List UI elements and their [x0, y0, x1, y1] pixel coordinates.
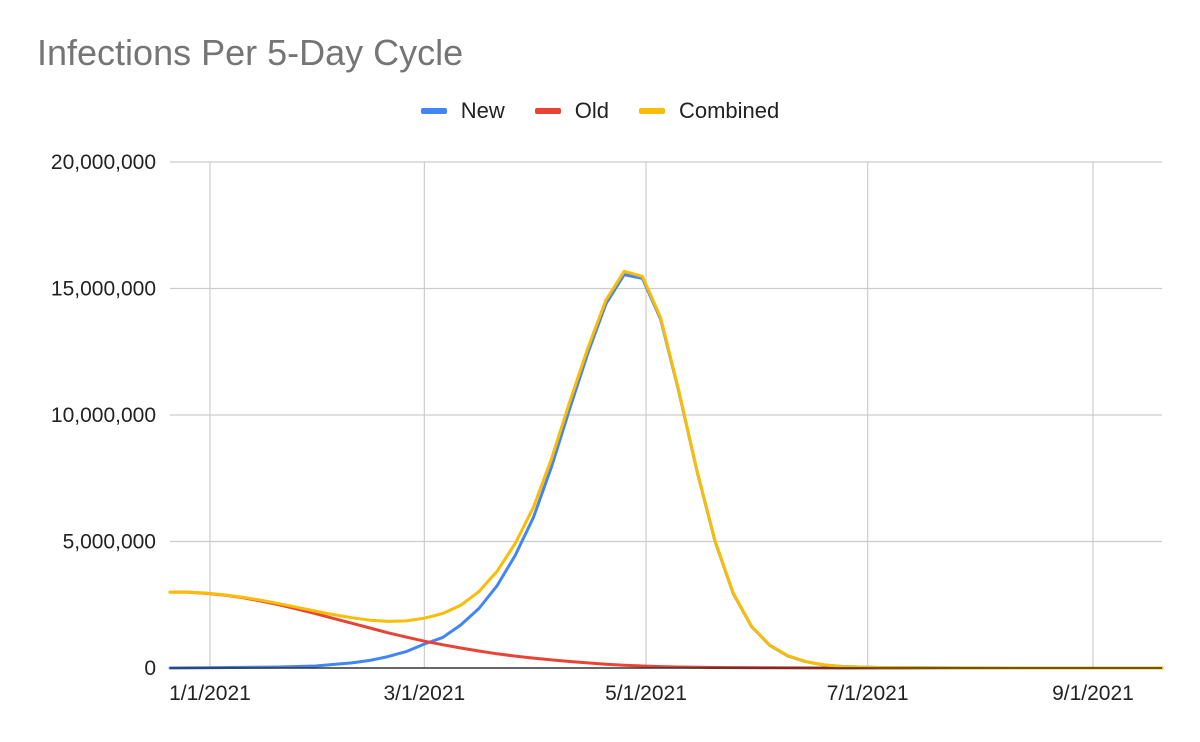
- x-tick-label: 1/1/2021: [169, 682, 251, 705]
- legend-label-new: New: [460, 98, 505, 123]
- legend: New Old Combined: [0, 98, 1200, 124]
- series-lines: [168, 269, 1164, 670]
- legend-swatch-old: [534, 108, 561, 114]
- y-tick-label: 10,000,000: [51, 404, 156, 427]
- y-tick-label: 20,000,000: [51, 151, 156, 174]
- series-line-old: [168, 590, 1164, 670]
- x-tick-label: 3/1/2021: [383, 682, 465, 705]
- series-line-combined: [168, 269, 1164, 670]
- legend-item-combined[interactable]: Combined: [638, 98, 780, 124]
- x-tick-label: 9/1/2021: [1052, 682, 1134, 705]
- legend-swatch-new: [420, 108, 447, 114]
- x-axis-ticks: 1/1/2021 3/1/2021 5/1/2021 7/1/2021 9/1/2021: [169, 682, 1134, 705]
- x-tick-label: 5/1/2021: [605, 682, 687, 705]
- legend-label-old: Old: [574, 98, 609, 123]
- y-tick-label: 0: [144, 657, 156, 680]
- legend-item-new[interactable]: New: [420, 98, 505, 124]
- legend-swatch-combined: [638, 108, 665, 114]
- y-tick-label: 5,000,000: [63, 531, 156, 554]
- legend-label-combined: Combined: [678, 98, 780, 123]
- y-axis-ticks: 0 5,000,000 10,000,000 15,000,000 20,000,000: [51, 151, 156, 680]
- legend-item-old[interactable]: Old: [534, 98, 609, 124]
- grid: [170, 161, 1162, 668]
- chart-title: Infections Per 5-Day Cycle: [37, 32, 464, 73]
- y-tick-label: 15,000,000: [51, 278, 156, 301]
- x-tick-label: 7/1/2021: [827, 682, 909, 705]
